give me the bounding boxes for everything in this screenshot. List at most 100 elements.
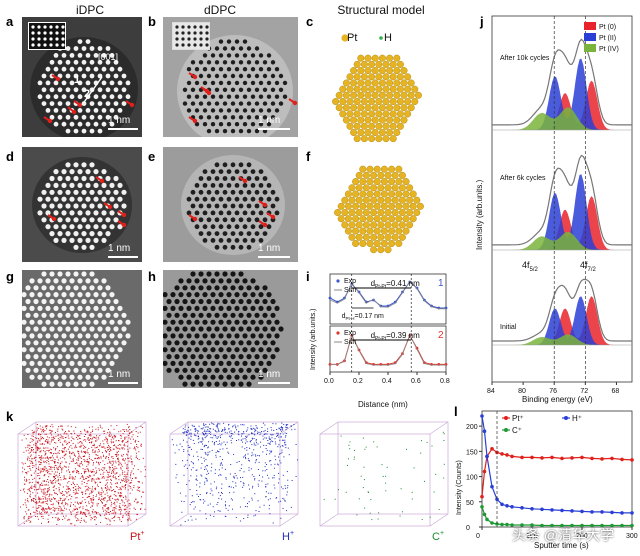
pt-atom [375, 135, 383, 143]
ion-point [53, 473, 55, 475]
ion-point [285, 424, 287, 425]
atom-column [101, 121, 107, 127]
ion-point [120, 489, 122, 490]
atom-column [97, 128, 103, 134]
ion-point [23, 434, 25, 436]
ion-point [30, 461, 32, 463]
ion-point [59, 506, 61, 508]
ion-point [44, 480, 46, 482]
ion-point [218, 469, 220, 471]
ion-point [106, 510, 108, 512]
inset-atom [37, 25, 41, 29]
ion-point [124, 512, 126, 514]
ion-point [108, 453, 110, 455]
ion-point [80, 450, 82, 452]
atom-column [97, 203, 103, 209]
pt-atom [402, 190, 410, 198]
ion-point [40, 450, 42, 452]
ion-point [45, 498, 47, 500]
ion-point [184, 431, 186, 433]
ion-point [59, 437, 61, 439]
ion-point [221, 492, 222, 493]
ion-point [65, 433, 67, 435]
atom-column [61, 108, 67, 113]
ion-point [31, 429, 33, 431]
ion-point [46, 500, 48, 502]
ion-point [76, 501, 78, 503]
pt-atom [393, 54, 401, 62]
ion-point [71, 436, 73, 438]
ion-point [42, 495, 44, 497]
ion-point [121, 447, 123, 449]
atom-column [214, 115, 220, 120]
pt-atom [366, 215, 374, 223]
ion-point [29, 451, 31, 453]
ion-point [120, 444, 122, 446]
atom-column [81, 231, 87, 237]
ion-point [24, 479, 25, 481]
ion-point [78, 487, 80, 489]
ion-point [124, 485, 126, 487]
atom-column [266, 305, 272, 311]
ion-point [123, 429, 125, 431]
ion-point [281, 428, 283, 430]
pt-atom [348, 233, 356, 241]
ion-point [251, 452, 253, 454]
ion-point [36, 501, 37, 503]
ion-point [60, 509, 62, 511]
ion-point [61, 471, 63, 473]
ion-point [72, 451, 74, 453]
ion-point [281, 427, 283, 428]
ion-point [115, 455, 117, 457]
atom-column [73, 114, 79, 120]
ion-point [54, 509, 56, 511]
atom-column [242, 374, 248, 380]
ion-point [140, 508, 142, 510]
ion-point [83, 482, 85, 483]
ion-point [241, 464, 243, 466]
ion-point [113, 435, 115, 437]
atom-column [218, 39, 224, 44]
ion-point [66, 488, 68, 490]
ion-point [132, 434, 134, 436]
inset-atom [199, 25, 203, 29]
ion-point [97, 477, 99, 479]
ion-point [36, 449, 38, 451]
ion-point [126, 445, 128, 447]
ion-point [136, 502, 138, 504]
ion-point [42, 507, 43, 509]
legend-pt-atom [341, 34, 349, 42]
ion-point [279, 446, 281, 448]
ion-point [75, 508, 76, 510]
ion-point [216, 438, 218, 439]
ion-point [212, 428, 214, 430]
ion-point [86, 449, 88, 451]
pt-atom [362, 209, 370, 217]
atom-column [101, 292, 107, 298]
atom-column [65, 162, 71, 168]
ion-point [103, 454, 104, 456]
ion-point [45, 447, 47, 449]
atom-column [210, 196, 216, 202]
ion-point [43, 490, 45, 492]
ion-point [103, 456, 105, 458]
ion-point [278, 444, 280, 446]
ion-point [246, 449, 248, 451]
ion-point [133, 448, 135, 450]
atom-column [57, 354, 63, 360]
ion-point [115, 483, 117, 485]
pt-atom [384, 246, 392, 254]
ion-point [40, 428, 42, 430]
ion-point [199, 494, 201, 495]
ion-point [109, 496, 111, 498]
atom-column [266, 94, 272, 99]
ion-point [197, 430, 199, 432]
ion-point [271, 450, 273, 452]
ion-point [44, 426, 46, 428]
ion-point [25, 511, 27, 513]
ion-point [34, 470, 36, 472]
pt-atom [368, 110, 376, 118]
inset-atom [175, 25, 179, 29]
ion-point [212, 423, 214, 425]
ion-point [122, 440, 124, 442]
